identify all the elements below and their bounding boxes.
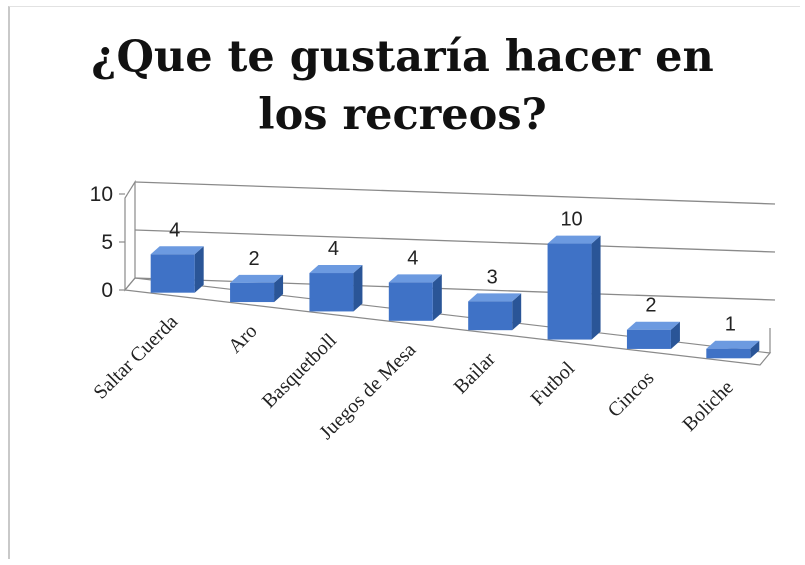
data-label: 3 xyxy=(487,266,498,288)
y-tick-label: 10 xyxy=(90,183,113,206)
bar-top xyxy=(468,293,522,302)
bar-top xyxy=(388,274,442,283)
gridline-1 xyxy=(134,229,776,253)
bar xyxy=(309,273,354,312)
chart-title-line1: ¿Que te gustaría hacer en xyxy=(91,32,714,82)
bar-side xyxy=(194,246,204,293)
bar-top xyxy=(309,265,363,274)
bar xyxy=(626,329,671,349)
category-label: Basquetboll xyxy=(258,329,341,412)
bar-top xyxy=(706,340,760,349)
chart-title-line2: los recreos? xyxy=(258,90,547,140)
bar xyxy=(468,301,513,331)
category-label: Aro xyxy=(224,320,262,358)
bar-top xyxy=(230,274,284,283)
data-label: 10 xyxy=(560,209,582,231)
bar-top xyxy=(547,235,601,244)
bar xyxy=(706,348,751,359)
data-label: 2 xyxy=(249,248,260,270)
y-tick-label: 0 xyxy=(101,279,113,302)
bar-side xyxy=(353,265,363,312)
bar-side xyxy=(432,274,442,321)
data-label: 2 xyxy=(645,295,656,317)
bar-top xyxy=(150,246,204,255)
data-label: 4 xyxy=(328,238,339,260)
chart-bars xyxy=(150,235,760,359)
bar-side xyxy=(670,321,680,349)
data-label: 1 xyxy=(725,314,736,336)
bar xyxy=(388,282,433,321)
side-wall xyxy=(124,179,136,292)
chart-frame xyxy=(8,6,800,559)
data-label: 4 xyxy=(169,219,180,241)
bar xyxy=(547,243,592,340)
bar xyxy=(150,254,195,293)
chart-walls xyxy=(119,179,776,366)
bar-top xyxy=(626,321,680,330)
category-label: Boliche xyxy=(678,376,738,436)
data-label: 4 xyxy=(407,247,418,269)
category-label: Cincos xyxy=(604,367,659,422)
bar-side xyxy=(750,340,760,359)
bar-side xyxy=(274,274,284,303)
y-tick-label: 5 xyxy=(101,231,113,254)
category-label: Bailar xyxy=(450,348,500,398)
bar xyxy=(230,282,275,303)
category-label: Saltar Cuerda xyxy=(89,311,182,404)
gridline-2 xyxy=(134,181,776,205)
floor xyxy=(123,277,772,366)
bar-side xyxy=(512,293,522,331)
category-label: Futbol xyxy=(527,357,580,410)
bar-side xyxy=(591,235,601,340)
